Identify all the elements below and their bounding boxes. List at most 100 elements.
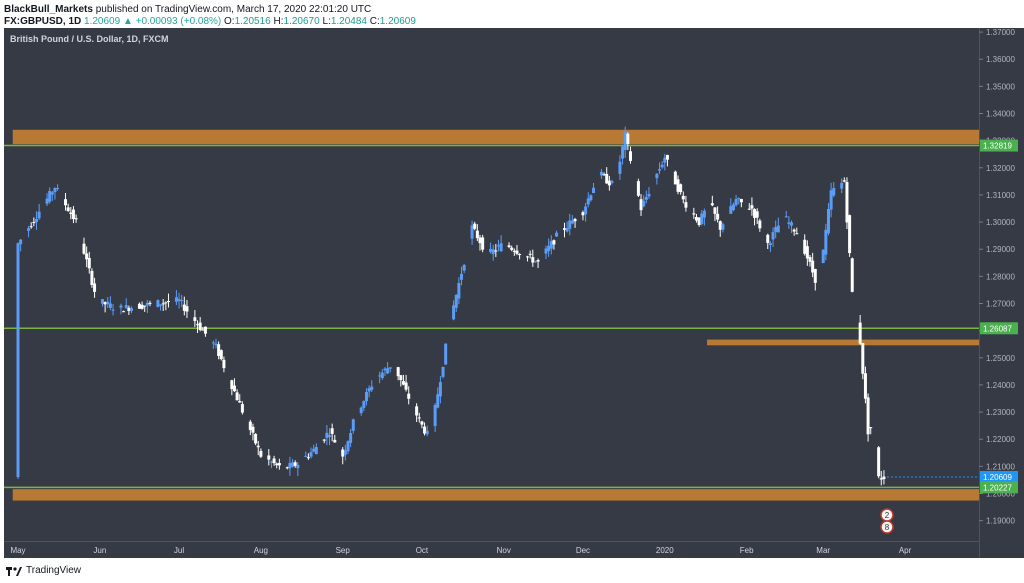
- candle: [795, 227, 799, 235]
- candle: [639, 193, 643, 216]
- candle: [296, 462, 300, 477]
- y-tick-label: 1.23000: [986, 408, 1015, 417]
- candle: [713, 206, 717, 222]
- y-tick-label: 1.24000: [986, 381, 1015, 390]
- candle: [203, 326, 207, 337]
- tradingview-logo-icon[interactable]: [6, 566, 22, 576]
- candle-body: [383, 368, 387, 371]
- candle-body: [254, 433, 258, 444]
- candle-body: [684, 202, 688, 208]
- candle-body: [489, 248, 493, 252]
- candle-body: [729, 206, 733, 214]
- candle: [45, 193, 49, 207]
- candle-body: [681, 195, 685, 200]
- candle: [415, 403, 419, 422]
- candle: [774, 220, 778, 239]
- candle-body: [552, 240, 556, 245]
- candle: [232, 378, 236, 393]
- candle-body: [148, 302, 152, 304]
- y-tick-label: 1.25000: [986, 354, 1015, 363]
- candle-body: [515, 250, 519, 254]
- event-badges[interactable]: 2 8: [880, 508, 894, 534]
- candle-body: [607, 180, 611, 186]
- candle: [877, 446, 881, 479]
- candle: [256, 440, 260, 456]
- candle-body: [143, 305, 147, 307]
- footer-brand[interactable]: TradingView: [26, 565, 82, 576]
- candle: [475, 224, 479, 241]
- candle-body: [69, 212, 73, 214]
- candle-body: [137, 303, 141, 309]
- candle-body: [304, 455, 308, 457]
- candle: [130, 306, 134, 314]
- candle-body: [399, 375, 403, 381]
- candle-body: [130, 308, 134, 311]
- candle: [404, 374, 408, 392]
- candle: [180, 294, 184, 308]
- candle-body: [821, 249, 825, 264]
- candle: [665, 154, 669, 167]
- candle-body: [196, 324, 200, 326]
- candle: [119, 303, 123, 315]
- price-change: ▲ +0.00093 (+0.08%): [122, 16, 222, 27]
- candle-body: [201, 329, 205, 331]
- y-tick-layer: 1.370001.360001.350001.340001.330001.320…: [979, 28, 1015, 526]
- last-price: 1.20609: [84, 16, 121, 27]
- event-badge-2[interactable]: [880, 520, 894, 534]
- candle-body: [549, 241, 553, 249]
- y-tick-label: 1.37000: [986, 28, 1015, 37]
- candle-body: [296, 464, 300, 469]
- candle: [198, 317, 202, 332]
- candle-body: [349, 433, 353, 443]
- candle-body: [584, 206, 588, 215]
- resistance-zone-2: [707, 339, 979, 346]
- chart-title: British Pound / U.S. Dollar, 1D, FXCM: [10, 34, 169, 44]
- resistance-zone-3: [12, 489, 980, 501]
- candle-body: [159, 304, 163, 306]
- candle: [737, 197, 741, 205]
- x-tick-label: Sep: [336, 546, 351, 555]
- candle: [87, 251, 91, 274]
- price-label-text: 1.32819: [983, 142, 1012, 151]
- candle: [544, 245, 548, 259]
- candle: [399, 375, 403, 387]
- candle-body: [161, 303, 165, 305]
- candle-body: [74, 218, 78, 220]
- candle: [34, 211, 38, 230]
- candle: [309, 447, 313, 459]
- candle-body: [378, 375, 382, 377]
- candle: [325, 425, 329, 446]
- candle-body: [351, 419, 355, 431]
- candle-body: [193, 317, 197, 322]
- candle: [753, 208, 757, 226]
- candle-body: [562, 228, 566, 230]
- y-tick-label: 1.36000: [986, 55, 1015, 64]
- candle-body: [882, 476, 886, 480]
- candle-body: [238, 401, 242, 403]
- candle-body: [111, 309, 115, 311]
- candle-body: [528, 253, 532, 255]
- candle-body: [481, 237, 485, 250]
- footer: TradingView: [6, 565, 81, 576]
- candles-layer: [16, 126, 886, 486]
- publisher-name[interactable]: BlackBull_Markets: [4, 4, 93, 15]
- y-tick-label: 1.35000: [986, 82, 1015, 91]
- candle-body: [37, 211, 41, 219]
- candle-body: [636, 181, 640, 196]
- candle: [343, 444, 347, 461]
- candle: [642, 195, 646, 208]
- candle: [362, 400, 366, 412]
- candle-body: [108, 303, 112, 308]
- candle-body: [850, 258, 854, 292]
- x-tick-label: Jul: [174, 546, 184, 555]
- x-tick-label: Oct: [416, 546, 429, 555]
- candle-body: [407, 393, 411, 399]
- candle: [48, 187, 52, 204]
- symbol-label[interactable]: FX:GBPUSD, 1D: [4, 16, 82, 27]
- candle: [768, 241, 772, 253]
- high-label: H:: [273, 16, 284, 27]
- candle: [813, 268, 817, 291]
- candle: [840, 178, 844, 194]
- candle-body: [64, 199, 68, 206]
